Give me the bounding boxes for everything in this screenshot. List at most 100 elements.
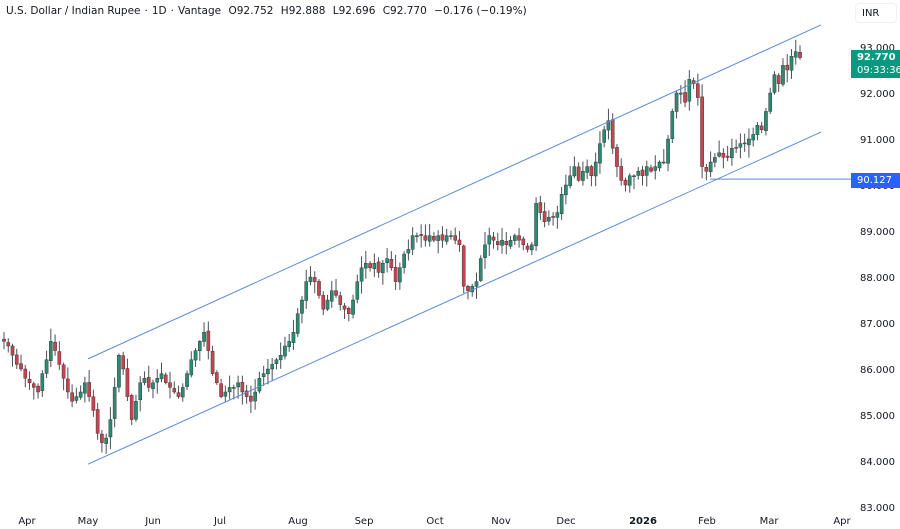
time-tick-label: Mar bbox=[760, 516, 780, 527]
candle-up bbox=[359, 267, 364, 282]
candle-up bbox=[674, 92, 679, 112]
separator: · bbox=[170, 5, 174, 17]
source: Vantage bbox=[177, 5, 222, 17]
candle-up bbox=[270, 364, 274, 370]
candle-down bbox=[785, 64, 790, 71]
candle-up bbox=[593, 161, 598, 177]
candle-down bbox=[466, 286, 470, 291]
candle-up bbox=[730, 147, 734, 159]
candle-up bbox=[653, 166, 658, 171]
candle-down bbox=[146, 377, 151, 388]
candle-down bbox=[168, 382, 172, 388]
candle-up bbox=[155, 378, 160, 383]
channel-line-upper[interactable] bbox=[87, 24, 822, 360]
time-tick-label: May bbox=[78, 516, 99, 527]
candle-down bbox=[91, 396, 96, 411]
candle-up bbox=[329, 290, 334, 302]
candle-up bbox=[351, 299, 355, 315]
candle-up bbox=[406, 249, 411, 254]
candle-up bbox=[300, 299, 304, 314]
separator: · bbox=[144, 5, 148, 17]
candle-up bbox=[189, 359, 194, 376]
candle-down bbox=[521, 238, 526, 246]
candle-down bbox=[346, 308, 351, 315]
candle-up bbox=[564, 184, 568, 196]
candle-down bbox=[10, 345, 15, 356]
candle-up bbox=[257, 378, 262, 392]
candle-down bbox=[61, 364, 66, 379]
candle-up bbox=[104, 437, 108, 444]
horizontal-line-price-label: 90.127 bbox=[851, 173, 900, 188]
candle-down bbox=[95, 409, 100, 434]
chart-header: U.S. Dollar / Indian Rupee · 1D · Vantage O9… bbox=[6, 5, 531, 17]
candle-down bbox=[376, 261, 381, 273]
candle-up bbox=[283, 345, 287, 357]
candle-down bbox=[176, 392, 181, 397]
price-scale[interactable]: 93.00092.00091.00090.00089.00088.00087.0… bbox=[860, 43, 895, 514]
candle-down bbox=[100, 433, 104, 443]
candle-up bbox=[487, 235, 492, 245]
candle-up bbox=[585, 166, 589, 173]
candle-up bbox=[555, 212, 560, 218]
candle-up bbox=[40, 373, 45, 391]
candle-up bbox=[581, 170, 585, 181]
candle-up bbox=[713, 157, 717, 163]
interval[interactable]: 1D bbox=[151, 5, 167, 17]
price-tick-label: 83.000 bbox=[860, 503, 895, 514]
candle-down bbox=[423, 235, 428, 241]
candle-up bbox=[236, 382, 240, 388]
candle-down bbox=[576, 166, 581, 181]
candle-up bbox=[291, 332, 296, 343]
candle-up bbox=[764, 111, 768, 131]
candle-down bbox=[453, 235, 458, 241]
candle-down bbox=[759, 125, 764, 130]
candle-up bbox=[687, 78, 692, 102]
candle-down bbox=[14, 354, 19, 365]
candle-down bbox=[700, 96, 704, 167]
price-tick-label: 85.000 bbox=[860, 411, 895, 422]
candle-down bbox=[542, 211, 547, 223]
candle-down bbox=[393, 267, 398, 282]
candle-up bbox=[559, 193, 564, 214]
candle-down bbox=[321, 295, 326, 310]
candle-up bbox=[142, 378, 147, 383]
candle-up bbox=[44, 359, 49, 374]
candle-down bbox=[31, 383, 36, 388]
candlestick-series bbox=[2, 39, 802, 454]
candle-down bbox=[640, 169, 645, 176]
candle-up bbox=[547, 216, 551, 222]
candle-down bbox=[125, 368, 130, 397]
candle-down bbox=[419, 234, 423, 236]
candle-down bbox=[525, 245, 530, 250]
time-tick-label: Apr bbox=[833, 516, 851, 527]
candle-up bbox=[508, 239, 513, 247]
channel-line-lower[interactable] bbox=[87, 131, 822, 465]
candle-up bbox=[444, 235, 449, 242]
candle-down bbox=[457, 239, 462, 246]
candle-up bbox=[325, 299, 330, 310]
candle-up bbox=[781, 65, 785, 85]
candle-up bbox=[644, 166, 649, 176]
time-scale[interactable]: Apr May Jun Jul Aug Sep Oct Nov Dec 2026 Feb Mar Apr bbox=[18, 516, 851, 527]
time-tick-label: Jun bbox=[144, 516, 161, 527]
candle-up bbox=[598, 143, 602, 164]
candle-up bbox=[657, 161, 662, 169]
currency-unit-button[interactable]: INR bbox=[855, 3, 897, 23]
candle-up bbox=[180, 387, 185, 398]
candle-down bbox=[683, 92, 687, 103]
candle-up bbox=[483, 244, 487, 258]
candle-down bbox=[19, 363, 23, 370]
candle-up bbox=[134, 401, 138, 420]
candle-up bbox=[738, 143, 743, 148]
candle-up bbox=[49, 341, 53, 361]
ohlc-change: −0.176 (−0.19%) bbox=[434, 5, 527, 17]
candle-down bbox=[338, 295, 343, 305]
candle-up bbox=[83, 382, 87, 394]
candle-up bbox=[398, 267, 402, 283]
candle-up bbox=[355, 281, 360, 300]
candle-up bbox=[755, 124, 760, 135]
candle-up bbox=[304, 281, 309, 301]
candle-up bbox=[568, 175, 572, 187]
symbol-name[interactable]: U.S. Dollar / Indian Rupee bbox=[6, 5, 141, 17]
